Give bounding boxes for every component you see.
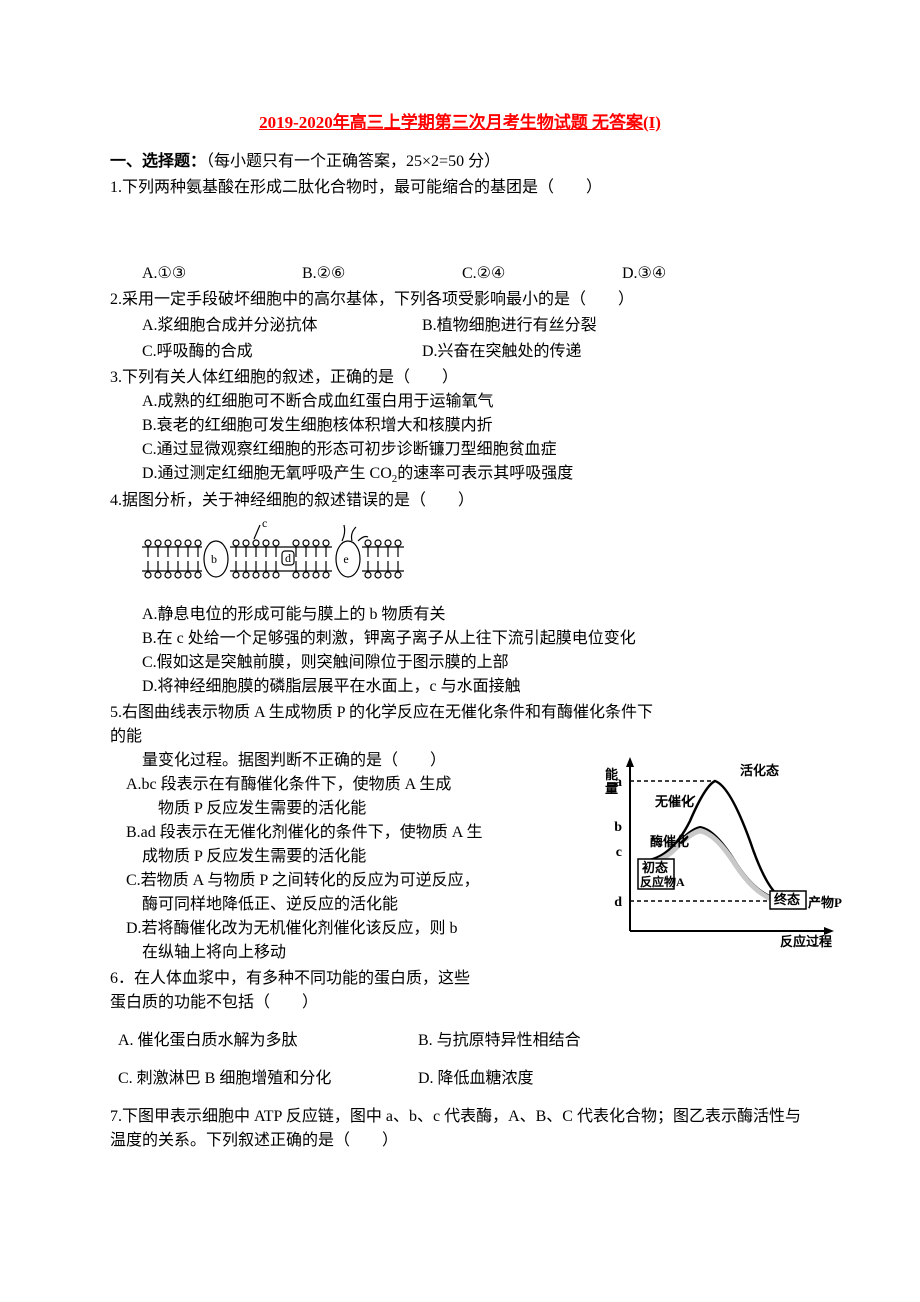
page: 2019-2020年高三上学期第三次月考生物试题 无答案(I) 一、选择题：（每…	[0, 0, 920, 1195]
q4-diagram: b c d e	[142, 519, 810, 597]
q5-chart-label-reactant: 反应物A	[640, 874, 685, 889]
question-6: 6．在人体血浆中，有多种不同功能的蛋白质，这些 蛋白质的功能不包括（ ） A. …	[110, 967, 810, 1091]
q2-opt-d: D.兴奋在突触处的传递	[422, 340, 810, 364]
svg-text:c: c	[616, 845, 622, 860]
q3-opt-d-post: 的速率可表示其呼吸强度	[397, 465, 573, 482]
q6-opt-d: D. 降低血糖浓度	[418, 1067, 810, 1091]
q4-stem: 4.据图分析，关于神经细胞的叙述错误的是（ ）	[110, 489, 810, 513]
q4-label-c: c	[262, 519, 267, 530]
section-heading-bold: 一、选择题：	[110, 153, 206, 170]
q7-stem: 7.下图甲表示细胞中 ATP 反应链，图中 a、b、c 代表酶，A、B、C 代表…	[110, 1105, 810, 1153]
q5-chart-label-final: 终态	[774, 892, 800, 907]
question-7: 7.下图甲表示细胞中 ATP 反应链，图中 a、b、c 代表酶，A、B、C 代表…	[110, 1105, 810, 1153]
q5-chart-label-product: 产物P	[808, 895, 842, 910]
q3-opt-a: A.成熟的红细胞可不断合成血红蛋白用于运输氧气	[110, 390, 810, 414]
q6-row1: A. 催化蛋白质水解为多肽 B. 与抗原特异性相结合	[110, 1029, 810, 1053]
question-3: 3.下列有关人体红细胞的叙述，正确的是（ ） A.成熟的红细胞可不断合成血红蛋白…	[110, 366, 810, 488]
q4-label-b: b	[211, 552, 217, 566]
q4-opt-b: B.在 c 处给一个足够强的刺激，钾离子离子从上往下流引起膜电位变化	[110, 627, 810, 651]
q2-stem: 2.采用一定手段破坏细胞中的高尔基体，下列各项受影响最小的是（ ）	[110, 288, 810, 312]
q5-chart-xlabel: 反应过程	[780, 934, 832, 949]
q1-options: A.①③ B.②⑥ C.②④ D.③④	[110, 262, 810, 286]
q3-opt-b: B.衰老的红细胞可发生细胞核体积增大和核膜内折	[110, 414, 810, 438]
svg-text:量: 量	[605, 781, 618, 796]
q6-opt-c: C. 刺激淋巴 B 细胞增殖和分化	[110, 1067, 418, 1091]
q2-opt-a: A.浆细胞合成并分泌抗体	[110, 314, 422, 338]
question-5: 5.右图曲线表示物质 A 生成物质 P 的化学反应在无催化条件和有酶催化条件下 …	[110, 701, 810, 965]
q1-opt-b: B.②⑥	[302, 262, 462, 286]
question-1: 1.下列两种氨基酸在形成二肽化合物时，最可能缩合的基团是（ ） A.①③ B.②…	[110, 176, 810, 286]
q3-opt-c: C.通过显微观察红细胞的形态可初步诊断镰刀型细胞贫血症	[110, 438, 810, 462]
question-4: 4.据图分析，关于神经细胞的叙述错误的是（ ）	[110, 489, 810, 699]
q6-opt-a: A. 催化蛋白质水解为多肽	[110, 1029, 418, 1053]
q6-opt-b: B. 与抗原特异性相结合	[418, 1029, 810, 1053]
q4-label-e: e	[343, 552, 348, 566]
q3-opt-d-pre: D.通过测定红细胞无氧呼吸产生 CO	[142, 465, 392, 482]
q2-row2: C.呼吸酶的合成 D.兴奋在突触处的传递	[110, 340, 810, 364]
q1-opt-d: D.③④	[622, 262, 782, 286]
q1-stem: 1.下列两种氨基酸在形成二肽化合物时，最可能缩合的基团是（ ）	[110, 176, 810, 200]
svg-text:d: d	[614, 895, 622, 910]
q5-stem-1: 5.右图曲线表示物质 A 生成物质 P 的化学反应在无催化条件和有酶催化条件下	[110, 701, 810, 725]
q1-opt-a: A.①③	[110, 262, 302, 286]
q5-chart-label-activated: 活化态	[740, 763, 779, 778]
q5-chart-label-initial: 初态	[642, 860, 668, 875]
exam-title: 2019-2020年高三上学期第三次月考生物试题 无答案(I)	[110, 110, 810, 136]
q2-row1: A.浆细胞合成并分泌抗体 B.植物细胞进行有丝分裂	[110, 314, 810, 338]
q3-stem: 3.下列有关人体红细胞的叙述，正确的是（ ）	[110, 366, 810, 390]
q6-row2: C. 刺激淋巴 B 细胞增殖和分化 D. 降低血糖浓度	[110, 1067, 810, 1091]
section-heading-rest: （每小题只有一个正确答案，25×2=50 分）	[206, 153, 500, 170]
q4-opt-a: A.静息电位的形成可能与膜上的 b 物质有关	[110, 603, 810, 627]
q2-opt-c: C.呼吸酶的合成	[110, 340, 422, 364]
q4-opt-c: C.假如这是突触前膜，则突触间隙位于图示膜的上部	[110, 651, 810, 675]
section-heading: 一、选择题：（每小题只有一个正确答案，25×2=50 分）	[110, 150, 810, 174]
question-2: 2.采用一定手段破坏细胞中的高尔基体，下列各项受影响最小的是（ ） A.浆细胞合…	[110, 288, 810, 364]
svg-text:b: b	[614, 820, 622, 835]
svg-text:能: 能	[605, 767, 618, 782]
q6-stem-1: 6．在人体血浆中，有多种不同功能的蛋白质，这些	[110, 967, 810, 991]
q2-opt-b: B.植物细胞进行有丝分裂	[422, 314, 810, 338]
q4-label-d: d	[285, 551, 291, 565]
q1-opt-c: C.②④	[462, 262, 622, 286]
q4-opt-d: D.将神经细胞膜的磷脂层展平在水面上，c 与水面接触	[110, 675, 810, 699]
q5-chart-label-enzcat: 酶催化	[650, 834, 689, 849]
q3-opt-d: D.通过测定红细胞无氧呼吸产生 CO2的速率可表示其呼吸强度	[110, 462, 810, 488]
q5-energy-chart: a b c d 能	[600, 751, 850, 959]
q6-stem-2: 蛋白质的功能不包括（ ）	[110, 991, 810, 1015]
q5-stem-2: 的能	[110, 725, 810, 749]
